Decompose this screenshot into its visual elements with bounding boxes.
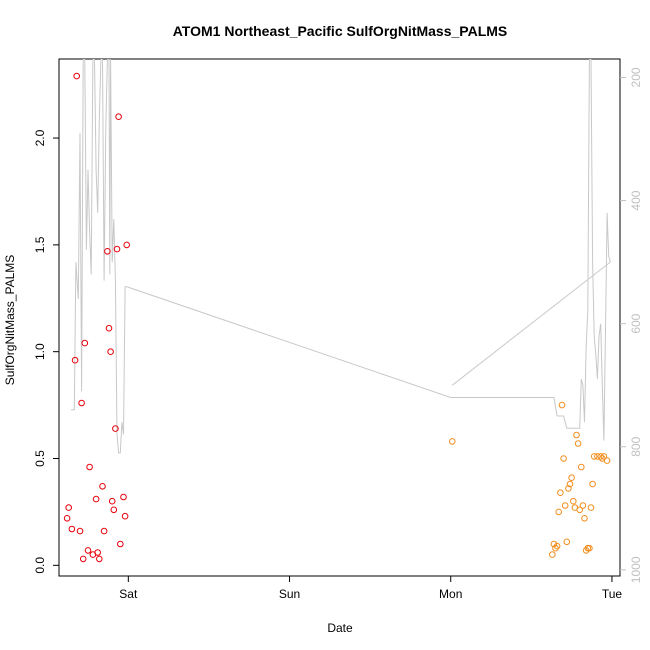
data-point [86,463,93,471]
data-point [586,544,593,552]
data-point [600,453,608,460]
y-tick-label: 0.0 [33,557,47,574]
y2-tick-label: 1000 [629,556,643,583]
data-point [449,438,456,445]
data-point [71,356,79,364]
data-point [113,245,121,253]
data-point [578,463,585,471]
data-point [108,497,116,505]
data-point [105,324,113,332]
data-point [65,504,72,511]
plot-area [58,58,621,577]
data-point [560,455,567,462]
data-point [76,527,84,535]
y-tick-label: 0.5 [33,450,47,467]
data-point [107,348,114,356]
data-point [579,502,587,509]
data-point [589,480,596,488]
x-axis: Sat Sun Mon Tue [119,576,622,601]
secondary-series-line [71,59,611,454]
y-axis-label: SulfOrgNitMass_PALMS [3,255,17,385]
data-point [558,401,566,409]
plot-border [58,58,621,577]
data-point [84,547,92,554]
data-point [568,474,575,482]
chart-title: ATOM1 Northeast_Pacific SulfOrgNitMass_P… [173,23,508,39]
data-point [120,493,127,501]
points-layer [63,72,611,563]
data-point [100,527,108,535]
x-tick-label: Sun [279,587,300,601]
y-tick-label: 1.0 [33,343,47,360]
data-point [603,457,611,464]
data-point [121,512,129,520]
data-point [96,555,103,563]
data-point [581,515,588,522]
data-point [557,489,564,497]
y2-tick-label: 200 [629,67,643,87]
y-axis: 0.0 0.5 1.0 1.5 2.0 [33,129,59,574]
y-tick-label: 2.0 [33,129,47,146]
x-tick-label: Mon [439,587,462,601]
data-point [79,555,87,563]
secondary-y-axis: 200 400 600 800 1000 [620,67,643,583]
data-point [565,485,572,492]
data-point [570,497,577,505]
secondary-line-layer [71,59,611,454]
data-point [555,508,563,516]
data-point [115,113,122,120]
data-point [117,540,124,548]
x-axis-label: Date [327,621,353,635]
data-point [68,525,76,533]
data-point [78,399,85,407]
data-point [573,431,580,439]
data-point [63,515,71,522]
y2-tick-label: 600 [629,313,643,333]
y2-tick-label: 800 [629,436,643,456]
data-point [73,72,80,80]
data-point [587,504,595,511]
data-point [104,248,111,255]
data-point [81,339,89,347]
data-point [94,549,101,556]
data-point [590,453,598,460]
data-point [566,480,574,488]
data-point [574,440,582,447]
x-tick-label: Sat [119,587,138,601]
data-point [123,241,130,249]
data-point [99,483,106,490]
data-point [110,506,118,514]
data-point [563,538,571,546]
y-tick-label: 1.5 [33,236,47,253]
y2-tick-label: 400 [629,190,643,210]
data-point [553,542,561,550]
data-point [561,502,569,509]
x-tick-label: Tue [602,587,623,601]
data-point [92,495,100,503]
data-point [112,425,119,432]
data-point [576,506,584,514]
data-point [549,551,556,558]
